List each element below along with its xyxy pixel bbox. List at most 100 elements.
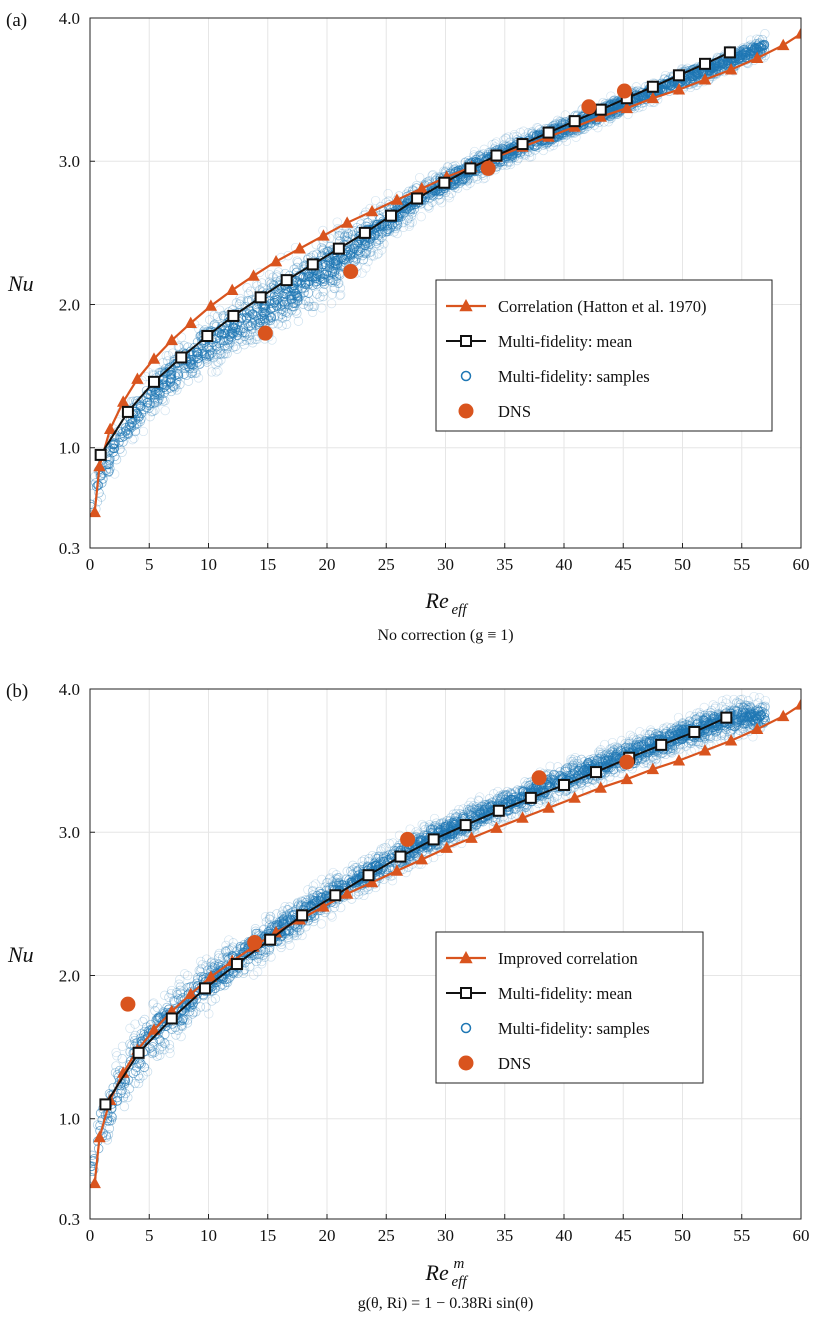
sample-point bbox=[698, 737, 708, 748]
y-axis-label: Nu bbox=[7, 271, 34, 296]
dns-point bbox=[480, 160, 496, 176]
sample-point bbox=[374, 851, 384, 861]
sample-point bbox=[308, 885, 318, 896]
sample-point bbox=[327, 267, 337, 277]
sample-point bbox=[329, 283, 339, 293]
sample-point bbox=[316, 243, 327, 253]
sample-point bbox=[287, 295, 297, 305]
sample-point bbox=[331, 870, 342, 880]
sample-point bbox=[452, 812, 462, 822]
sample-point bbox=[166, 386, 176, 397]
sample-point bbox=[250, 334, 261, 344]
sample-point bbox=[332, 217, 342, 227]
sample-point bbox=[326, 298, 337, 309]
sample-point bbox=[154, 394, 164, 404]
sample-point bbox=[350, 241, 360, 251]
sample-point bbox=[110, 469, 120, 479]
sample-point bbox=[264, 277, 275, 287]
sample-point bbox=[161, 351, 171, 361]
sample-point bbox=[404, 221, 414, 231]
sample-point bbox=[318, 287, 328, 297]
sample-point bbox=[130, 1019, 140, 1029]
sample-point bbox=[561, 136, 572, 146]
sample-point bbox=[643, 758, 653, 768]
sample-point bbox=[232, 344, 242, 354]
sample-point bbox=[384, 838, 394, 849]
sample-point bbox=[300, 272, 311, 282]
sample-point bbox=[366, 247, 376, 257]
sample-point bbox=[214, 948, 224, 959]
sample-point bbox=[502, 812, 512, 823]
sample-point bbox=[104, 1123, 115, 1134]
sample-point bbox=[154, 1045, 164, 1055]
sample-point bbox=[342, 866, 352, 876]
sample-point bbox=[231, 298, 242, 308]
correlation-marker bbox=[131, 372, 144, 384]
sample-point bbox=[92, 497, 103, 507]
sample-point bbox=[268, 272, 278, 282]
sample-point bbox=[473, 795, 483, 805]
sample-point bbox=[437, 198, 447, 208]
sample-point bbox=[235, 293, 245, 304]
x-tick-label: 35 bbox=[496, 555, 513, 574]
sample-point bbox=[495, 791, 505, 801]
sample-point bbox=[706, 731, 716, 742]
legend-item: Multi-fidelity: mean bbox=[446, 332, 632, 351]
sample-point bbox=[268, 319, 278, 329]
legend-circle-marker bbox=[460, 370, 472, 382]
sample-point bbox=[117, 1054, 127, 1064]
sample-point bbox=[334, 278, 344, 288]
sample-point bbox=[224, 339, 234, 349]
sample-point bbox=[149, 397, 159, 408]
sample-point bbox=[560, 765, 570, 775]
sample-point bbox=[411, 827, 421, 837]
sample-point bbox=[129, 1033, 139, 1043]
sample-point bbox=[212, 357, 223, 367]
sample-point bbox=[325, 873, 335, 883]
sample-point bbox=[744, 701, 755, 711]
sample-point bbox=[335, 283, 346, 293]
sample-point bbox=[708, 66, 719, 76]
sample-point bbox=[323, 251, 333, 261]
sample-point bbox=[265, 911, 275, 921]
sample-point bbox=[213, 366, 223, 376]
sample-point bbox=[214, 327, 224, 338]
sample-point bbox=[600, 739, 610, 750]
sample-point bbox=[562, 763, 573, 773]
sample-point bbox=[686, 738, 696, 748]
sample-point bbox=[293, 257, 303, 268]
sample-point bbox=[334, 873, 344, 883]
sample-point bbox=[111, 1061, 121, 1071]
sample-point bbox=[392, 228, 402, 239]
sample-point bbox=[448, 809, 459, 819]
sample-point bbox=[667, 80, 677, 90]
sample-point bbox=[685, 711, 695, 721]
sample-point bbox=[732, 697, 742, 707]
sample-point bbox=[347, 894, 357, 904]
sample-point bbox=[221, 940, 231, 951]
sample-point bbox=[209, 958, 220, 968]
sample-point bbox=[188, 1007, 199, 1018]
sample-point bbox=[321, 252, 332, 262]
sample-point bbox=[651, 754, 662, 764]
sample-point bbox=[230, 341, 241, 352]
sample-point bbox=[363, 242, 373, 252]
sample-point bbox=[692, 71, 702, 81]
sample-point bbox=[499, 135, 509, 145]
legend-item: Correlation (Hatton et al. 1970) bbox=[446, 297, 706, 316]
correlation-line bbox=[93, 32, 801, 513]
sample-point bbox=[616, 769, 626, 779]
sample-point bbox=[248, 338, 258, 348]
sample-point bbox=[319, 273, 329, 283]
sample-point bbox=[289, 264, 299, 274]
sample-point bbox=[155, 1036, 166, 1046]
sample-point bbox=[177, 1005, 187, 1016]
sample-point bbox=[272, 294, 282, 305]
sample-point bbox=[123, 1092, 133, 1103]
sample-point bbox=[379, 843, 389, 853]
sample-point bbox=[222, 344, 232, 354]
correlation-marker bbox=[90, 505, 101, 518]
sample-point bbox=[699, 702, 709, 713]
sample-point bbox=[216, 355, 226, 365]
